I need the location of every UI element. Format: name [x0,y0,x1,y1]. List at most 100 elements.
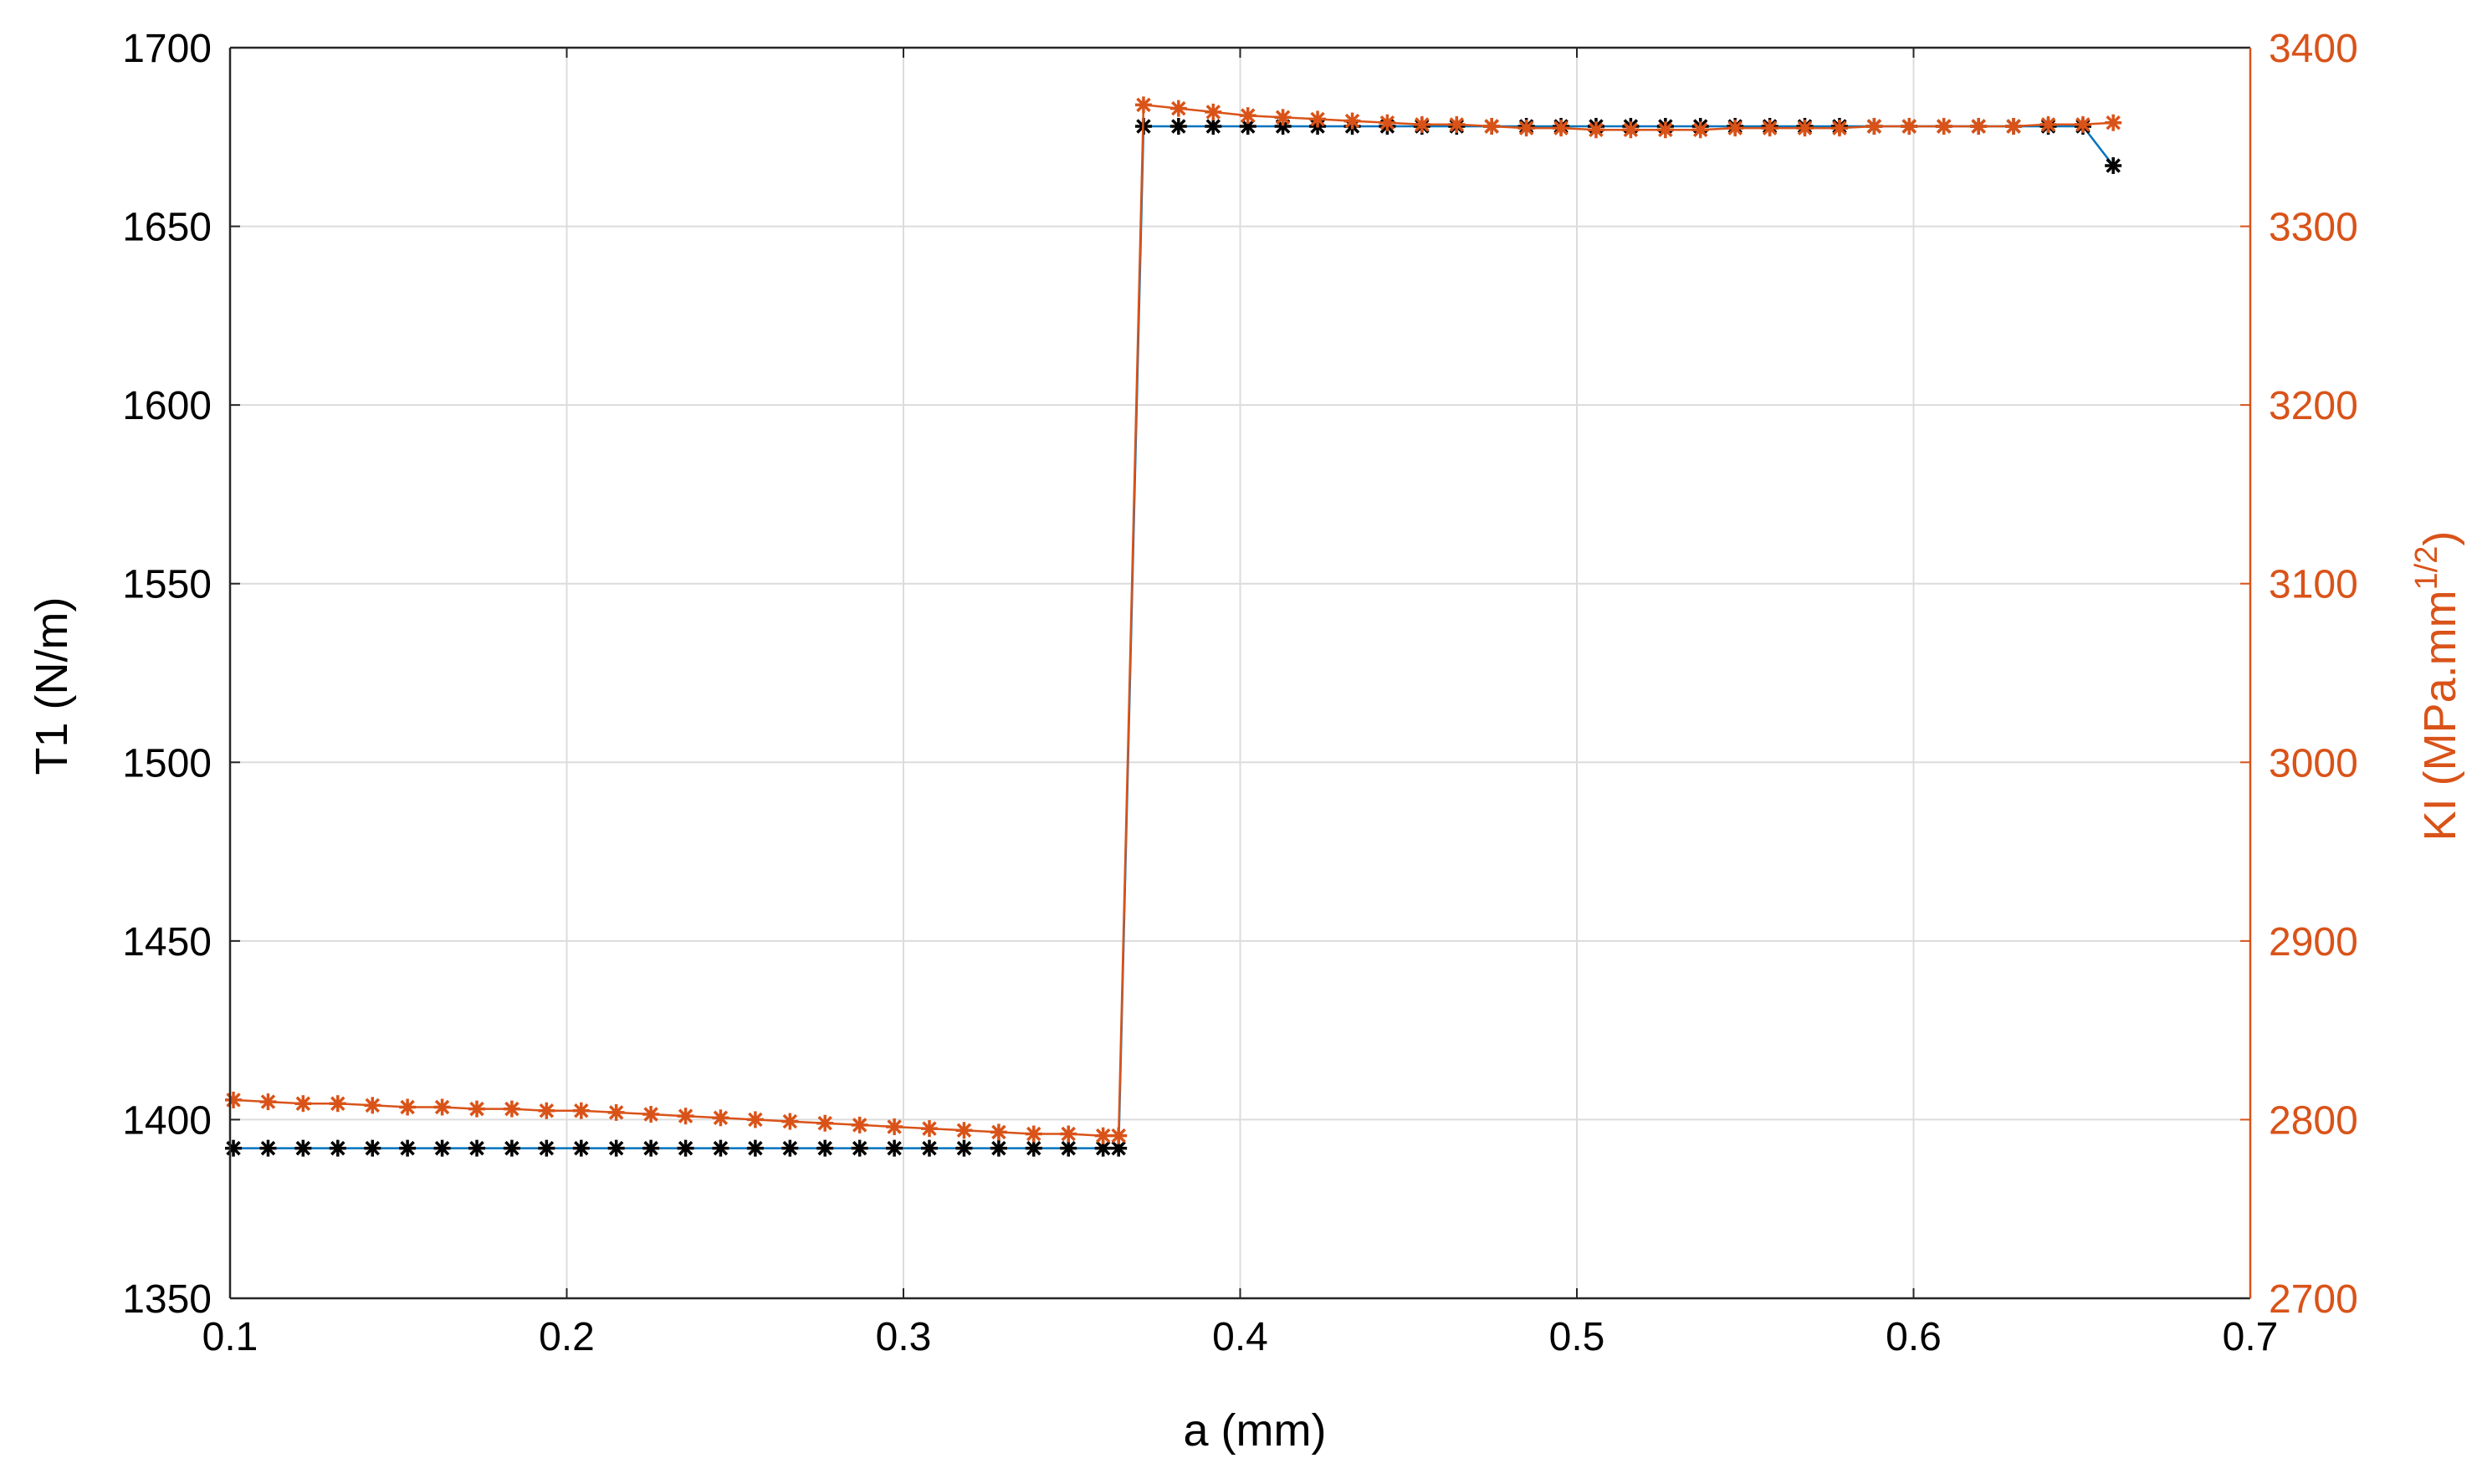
y-right-tick-label: 2800 [2269,1098,2358,1143]
ki-point [1448,115,1466,133]
t1-point [1169,117,1187,135]
t1-point [990,1139,1007,1157]
ki-point [1865,117,1883,135]
ki-point [225,1091,243,1108]
t1-point [886,1139,903,1157]
t1-point [503,1139,520,1157]
ki-point [1413,115,1430,133]
t1-point [399,1139,417,1157]
tick-labels: 0.1 0.2 0.3 0.4 0.5 0.6 0.7 1350 1400 1450 1500 155… [122,27,2358,1359]
x-tick-label: 0.4 [1212,1315,1268,1359]
x-tick-label: 0.1 [202,1315,258,1359]
ki-point [1274,109,1292,126]
ki-point [1553,120,1570,137]
y-left-tick-label: 1550 [122,563,212,607]
ki-point [1935,117,1952,135]
x-tick-label: 0.3 [876,1315,932,1359]
ki-point [1379,114,1396,131]
y-axis-right-label-close: ) [2415,531,2465,546]
t1-point [607,1139,625,1157]
t1-point [364,1139,381,1157]
y-right-tick-label: 2700 [2269,1277,2358,1322]
ki-point [1796,120,1814,137]
t1-point [1205,117,1222,135]
t1-point [225,1139,243,1157]
ki-point [1901,117,1918,135]
ki-point [329,1095,346,1113]
ki-point [2074,115,2091,133]
ki-point [1094,1127,1112,1144]
y-right-tick-label: 2900 [2269,920,2358,965]
ki-point [503,1100,520,1118]
y-left-tick-label: 1650 [122,206,212,250]
t1-point [259,1139,277,1157]
ki-point [294,1095,312,1113]
ki-point [642,1106,660,1123]
t1-point [781,1139,799,1157]
ki-point [920,1120,938,1138]
ki-point [1727,120,1744,137]
t1-point [1025,1139,1042,1157]
t1-point [329,1139,346,1157]
ki-point [677,1108,694,1125]
t1-point [677,1139,694,1157]
ki-point [2105,114,2122,131]
ki-point [364,1097,381,1114]
ki-point [538,1102,555,1119]
ki-point [1110,1127,1128,1144]
x-tick-label: 0.6 [1886,1315,1942,1359]
y-axis-right-label: KI (MPa.mm1/2) [2409,531,2465,842]
ki-point [1134,96,1152,114]
t1-point [642,1139,660,1157]
t1-point [1060,1139,1077,1157]
x-tick-label: 0.7 [2223,1315,2279,1359]
y-axis-right-label-sup: 1/2 [2409,546,2444,591]
ki-point [2039,115,2057,133]
ki-point [1587,121,1604,139]
ki-point [1517,120,1535,137]
y-left-tick-label: 1700 [122,27,212,71]
y-right-tick-label: 3400 [2269,27,2358,71]
ki-point [1309,110,1327,128]
ki-point [781,1113,799,1130]
t1-point [294,1139,312,1157]
ki-point [1761,120,1778,137]
ki-point [1239,107,1256,125]
ki-point [607,1103,625,1121]
ki-point [1169,100,1187,117]
ki-point [1343,112,1361,130]
ki-point [1970,117,1988,135]
y-left-tick-label: 1450 [122,920,212,965]
x-tick-label: 0.2 [539,1315,595,1359]
ki-point [433,1098,451,1116]
axes [228,46,2252,1300]
y-axis-right-label-main: KI (MPa.mm [2415,590,2465,841]
t1-point [851,1139,868,1157]
t1-point [433,1139,451,1157]
y-right-tick-label: 3100 [2269,563,2358,607]
ki-point [1060,1125,1077,1143]
grid-lines [229,47,2251,1299]
ki-point [1205,103,1222,120]
t1-point [746,1139,764,1157]
t1-point [468,1139,486,1157]
ki-point [1025,1125,1042,1143]
t1-point [955,1139,973,1157]
ki-point [851,1116,868,1133]
ki-point [746,1111,764,1128]
ki-point [955,1122,973,1139]
ki-point [1830,120,1848,137]
ki-point [399,1098,417,1116]
ki-point [712,1109,729,1127]
ki-point [259,1093,277,1111]
t1-point [712,1139,729,1157]
t1-point [920,1139,938,1157]
ki-point [816,1114,834,1132]
y-right-tick-label: 3200 [2269,384,2358,428]
x-tick-label: 0.5 [1549,1315,1605,1359]
y-axis-left-label: T1 (N/m) [27,597,77,775]
t1-point [572,1139,590,1157]
ki-point [572,1102,590,1119]
ki-point [1656,121,1674,139]
